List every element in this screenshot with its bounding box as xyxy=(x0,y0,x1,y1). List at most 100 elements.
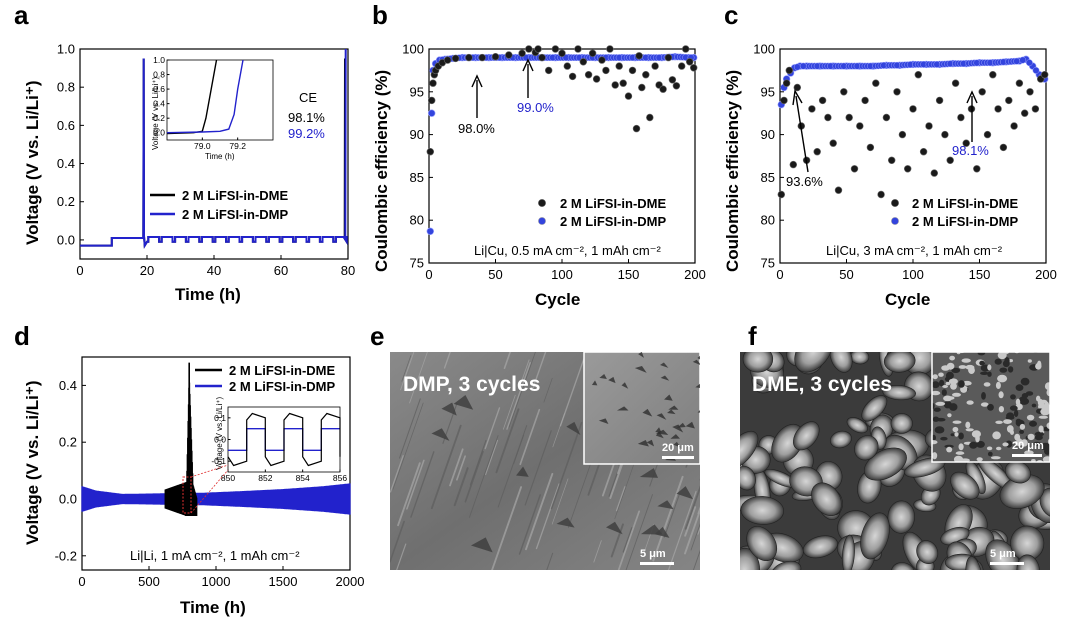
sem-e-scratch xyxy=(399,398,421,459)
sem-e-scratch xyxy=(543,377,553,403)
chart-d-xlabel: Time (h) xyxy=(180,598,246,617)
chart-b-frame xyxy=(428,48,696,264)
sem-f-inset-grain xyxy=(976,440,985,448)
sem-f-inset-grain xyxy=(980,402,989,407)
chart-a-ce-dmp: 99.2% xyxy=(288,126,325,141)
chart-b-point-dme xyxy=(611,81,619,89)
chart-c-point-dme xyxy=(1020,109,1029,117)
chart-b-annot-dmp: 99.0% xyxy=(517,100,554,115)
chart-c-arrow-dme xyxy=(792,88,809,173)
chart-c-legend-dme: 2 M LiFSI-in-DME xyxy=(912,196,1018,211)
chart-b-xtick-label: 50 xyxy=(488,267,502,282)
sem-f-inset-grain xyxy=(986,446,993,451)
sem-f-inset-grain xyxy=(996,446,1002,451)
chart-c-ytick-label: 85 xyxy=(761,170,775,185)
chart-c-point-dme xyxy=(893,88,901,96)
sem-f-inset-grain xyxy=(953,455,964,462)
chart-b-point-dme xyxy=(606,45,614,53)
sem-e-scratch xyxy=(491,486,523,570)
chart-c: 0 50 100 150 200 75 80 85 90 95 100 Cycle Coulombi… xyxy=(723,42,1057,310)
chart-b-arrow-dmp xyxy=(522,58,534,98)
chart-d-inset-ylabel: Voltage (V vs. Li/Li⁺) xyxy=(215,397,224,470)
chart-b-point-dme xyxy=(598,56,606,64)
sem-e-inset-pit xyxy=(668,405,679,410)
chart-d-series-dme xyxy=(164,371,198,516)
sem-e-scratch xyxy=(685,321,695,350)
chart-b-point-dme xyxy=(428,96,436,105)
chart-b-point-dme xyxy=(584,70,593,79)
chart-a-xtick-label: 60 xyxy=(274,263,288,278)
chart-c-point-dme xyxy=(946,156,954,165)
chart-a-inset-ytick-label: 0.0 xyxy=(153,128,165,138)
chart-b-point-dme xyxy=(478,53,486,62)
sem-f-inset-grain xyxy=(987,371,992,377)
chart-b-point-dme xyxy=(677,62,686,70)
sem-e-inset-pit xyxy=(667,409,676,415)
sem-e-inset-pit xyxy=(637,439,649,447)
sem-f-inset-grain xyxy=(1038,425,1044,433)
sem-e-scratch xyxy=(410,451,435,518)
chart-c-point-dme xyxy=(978,88,986,96)
sem-e-pit xyxy=(676,486,694,500)
sem-f-inset-grain xyxy=(969,441,978,449)
sem-f-grain xyxy=(740,496,784,525)
chart-d-ytick-label: 0.0 xyxy=(59,492,77,507)
chart-c-point-dmp xyxy=(799,62,807,70)
chart-b-point-dme xyxy=(592,75,601,83)
sem-f-grain xyxy=(950,471,980,500)
sem-e-scratch xyxy=(617,510,641,570)
chart-c-point-dmp xyxy=(1013,57,1021,65)
sem-e-scratch xyxy=(453,467,469,507)
sem-f-inset-grain xyxy=(997,374,1008,383)
sem-f-inset-grain xyxy=(1002,360,1010,368)
chart-b-point-dme xyxy=(443,56,452,64)
chart-c-point-dme xyxy=(930,169,938,177)
chart-a-inset-series-dmp xyxy=(166,59,244,134)
chart-c-point-dme xyxy=(877,190,885,199)
sem-e-scratch xyxy=(390,520,405,563)
sem-f-inset-grain xyxy=(945,371,954,380)
chart-d-inset-xtick-label: 850 xyxy=(221,473,235,483)
sem-f-inset-grain xyxy=(938,372,944,377)
sem-f-grain xyxy=(841,534,855,570)
chart-c-ylabel: Coulombic efficiency (%) xyxy=(723,70,742,272)
sem-f-grain xyxy=(861,395,888,422)
chart-d-inset-series-dme xyxy=(227,412,341,467)
chart-b-point-dme xyxy=(615,62,623,70)
panel-label-a: a xyxy=(14,0,29,30)
sem-f-inset-grain xyxy=(948,378,958,385)
sem-f-inset-grain xyxy=(1042,456,1050,462)
chart-c-point-dme xyxy=(813,148,821,156)
chart-a-ytick-label: 0.6 xyxy=(57,118,75,133)
sem-f-inset-grain xyxy=(965,428,974,432)
sem-e-scratch xyxy=(519,359,530,386)
sem-f-inset-grain xyxy=(1006,425,1014,433)
sem-e-scratch xyxy=(625,494,653,570)
sem-e-scratch xyxy=(518,494,541,555)
sem-e-inset-pit xyxy=(608,376,616,384)
chart-b-point-dme xyxy=(628,66,637,75)
chart-b-ytick-label: 80 xyxy=(410,213,424,228)
sem-f-grain xyxy=(890,562,916,570)
sem-f-inset-grain xyxy=(1013,409,1019,417)
sem-e-inset-pit xyxy=(621,382,629,389)
sem-f-inset-grain xyxy=(1044,382,1050,391)
chart-b-legend-marker-dme xyxy=(538,199,546,207)
chart-c-frame xyxy=(779,48,1047,264)
sem-f-grain xyxy=(793,421,820,451)
chart-c-point-dme xyxy=(1015,79,1024,87)
sem-f-inset-grain xyxy=(958,443,964,451)
sem-f-inset-grain xyxy=(955,451,965,455)
sem-e-inset-pit xyxy=(638,352,644,358)
chart-b-point-dme xyxy=(646,113,654,122)
sem-e-scratch xyxy=(663,494,680,538)
sem-f-inset-grain xyxy=(952,420,962,424)
chart-d-condition: Li|Li, 1 mA cm⁻², 1 mAh cm⁻² xyxy=(130,548,300,563)
chart-b-legend-dmp: 2 M LiFSI-in-DMP xyxy=(560,214,666,229)
chart-c-point-dme xyxy=(951,79,960,87)
sem-f-grain xyxy=(742,352,774,373)
sem-e-scratch xyxy=(622,527,633,553)
sem-f-grain xyxy=(882,385,916,401)
chart-b-point-dme xyxy=(558,49,566,57)
